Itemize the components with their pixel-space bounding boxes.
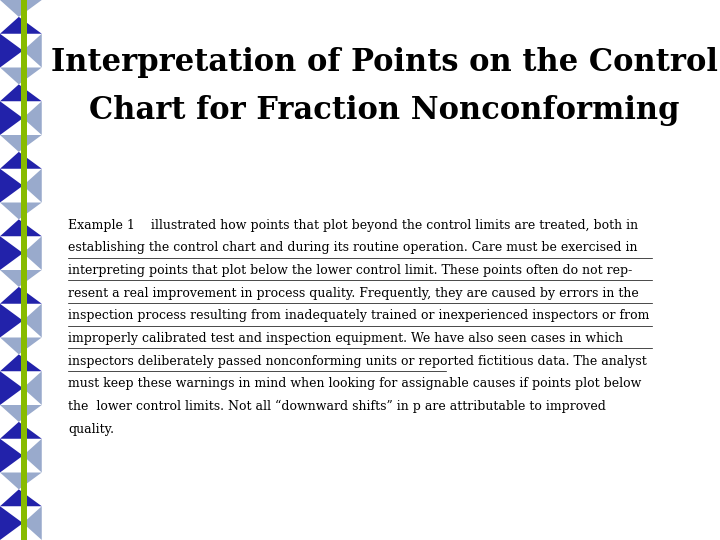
Polygon shape: [0, 102, 23, 135]
Polygon shape: [0, 354, 42, 372]
Polygon shape: [0, 507, 23, 540]
Polygon shape: [23, 168, 42, 202]
Text: Chart for Fraction Nonconforming: Chart for Fraction Nonconforming: [89, 95, 680, 126]
Polygon shape: [0, 338, 42, 354]
Polygon shape: [0, 237, 23, 270]
Polygon shape: [0, 33, 23, 68]
Polygon shape: [0, 219, 42, 237]
Text: Example 1    illustrated how points that plot beyond the control limits are trea: Example 1 illustrated how points that pl…: [68, 219, 639, 232]
Polygon shape: [0, 135, 42, 152]
Polygon shape: [0, 17, 42, 33]
Text: Interpretation of Points on the Control: Interpretation of Points on the Control: [51, 46, 718, 78]
Polygon shape: [0, 84, 42, 102]
Polygon shape: [23, 507, 42, 540]
Polygon shape: [0, 405, 42, 422]
Polygon shape: [0, 422, 42, 438]
Polygon shape: [0, 489, 42, 507]
Text: inspectors deliberately passed nonconforming units or reported fictitious data. : inspectors deliberately passed nonconfor…: [68, 355, 647, 368]
Text: establishing the control chart and during its routine operation. Care must be ex: establishing the control chart and durin…: [68, 241, 638, 254]
Text: quality.: quality.: [68, 423, 114, 436]
Polygon shape: [0, 438, 23, 472]
Polygon shape: [0, 472, 42, 489]
Polygon shape: [0, 372, 23, 405]
Polygon shape: [0, 287, 42, 303]
Polygon shape: [23, 33, 42, 68]
Text: resent a real improvement in process quality. Frequently, they are caused by err: resent a real improvement in process qua…: [68, 287, 639, 300]
Polygon shape: [23, 438, 42, 472]
Text: the  lower control limits. Not all “downward shifts” in p are attributable to im: the lower control limits. Not all “downw…: [68, 400, 606, 414]
Text: must keep these warnings in mind when looking for assignable causes if points pl: must keep these warnings in mind when lo…: [68, 377, 642, 390]
Polygon shape: [0, 303, 23, 338]
Text: interpreting points that plot below the lower control limit. These points often : interpreting points that plot below the …: [68, 264, 633, 277]
Polygon shape: [23, 102, 42, 135]
Polygon shape: [0, 68, 42, 84]
Polygon shape: [23, 303, 42, 338]
Polygon shape: [0, 152, 42, 168]
Text: improperly calibrated test and inspection equipment. We have also seen cases in : improperly calibrated test and inspectio…: [68, 332, 624, 345]
Bar: [21, 0, 27, 540]
Polygon shape: [23, 237, 42, 270]
Polygon shape: [0, 0, 42, 17]
Polygon shape: [23, 372, 42, 405]
Polygon shape: [0, 202, 42, 219]
Polygon shape: [0, 168, 23, 202]
Text: inspection process resulting from inadequately trained or inexperienced inspecto: inspection process resulting from inadeq…: [68, 309, 649, 322]
Polygon shape: [0, 270, 42, 287]
